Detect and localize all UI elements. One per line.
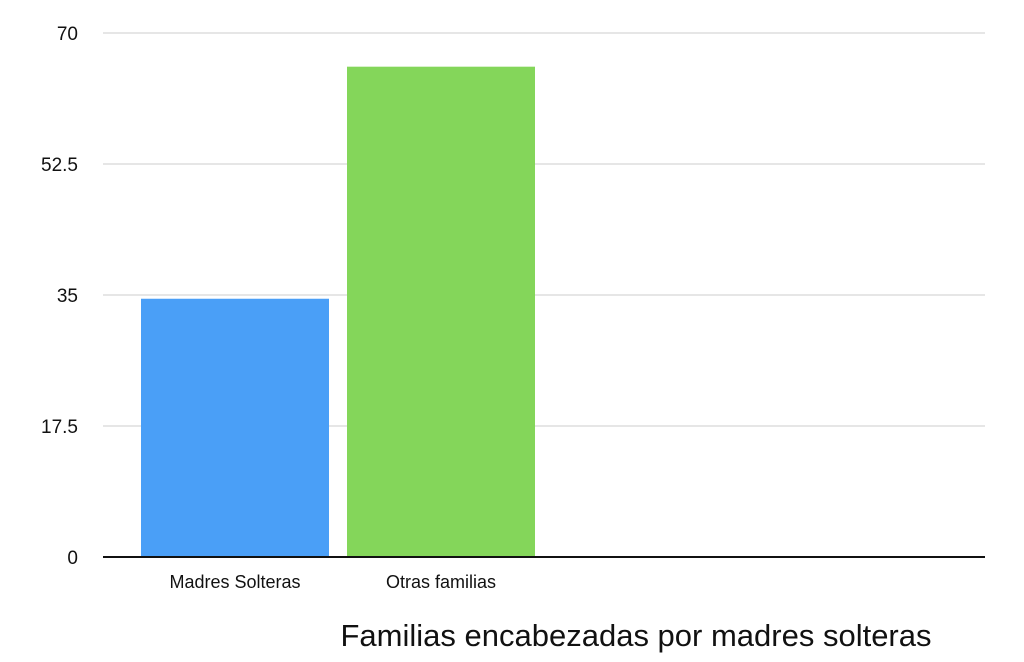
- y-tick-label: 0: [67, 548, 78, 569]
- x-category-label: Madres Solteras: [169, 572, 300, 592]
- y-tick-label: 35: [57, 286, 78, 307]
- y-axis-tick-labels: 0 17.5 35 52.5 70: [41, 24, 78, 569]
- bar-madres-solteras: [141, 298, 329, 557]
- x-category-label: Otras familias: [386, 572, 496, 592]
- x-axis-category-labels: Madres Solteras Otras familias: [169, 572, 496, 592]
- bars: [141, 66, 535, 557]
- gridlines: [103, 32, 985, 427]
- y-tick-label: 70: [57, 24, 78, 45]
- chart-title: Familias encabezadas por madres solteras: [341, 618, 932, 653]
- bar-otras-familias: [347, 66, 535, 557]
- y-tick-label: 52.5: [41, 155, 78, 176]
- y-tick-label: 17.5: [41, 417, 78, 438]
